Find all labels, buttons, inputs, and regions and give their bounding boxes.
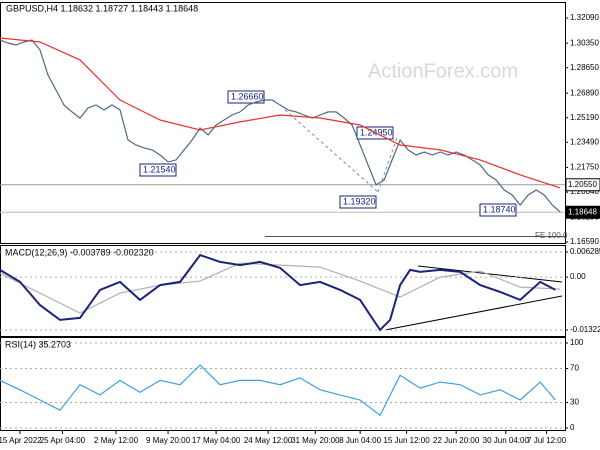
y-tick-label: 1.23490 — [570, 137, 599, 146]
y-tick-label: 30 — [570, 398, 579, 407]
x-tick-label: 15 Apr 2022 — [0, 436, 42, 445]
y-tick-label: 100 — [570, 338, 584, 347]
level-box — [565, 178, 600, 192]
y-tick-label: 1.26890 — [570, 88, 599, 97]
x-tick-label: 31 May 20:00 — [291, 436, 340, 445]
y-tick-label: 1.25190 — [570, 113, 599, 122]
price-label: 1.24950 — [360, 127, 393, 137]
fibo-line — [377, 134, 399, 193]
macd-panel — [0, 245, 566, 337]
y-tick-label: -0.013223 — [570, 325, 600, 334]
x-tick-label: 25 Apr 04:00 — [40, 436, 86, 445]
x-tick-label: 2 May 12:00 — [94, 436, 139, 445]
price-label: 1.19320 — [343, 196, 376, 206]
trendline — [417, 265, 563, 283]
x-tick-label: 17 May 04:00 — [192, 436, 241, 445]
price-label-box — [479, 203, 517, 217]
macd-title: MACD(12,26,9) -0.003789 -0.002320 — [5, 247, 154, 257]
price-label: 1.26660 — [231, 91, 264, 101]
y-tick-label: 0 — [570, 423, 575, 432]
level-label: 1.18648 — [568, 207, 597, 216]
y-tick-label: 1.21750 — [570, 163, 599, 172]
y-tick-label: 1.32090 — [570, 13, 599, 22]
series-line — [0, 37, 561, 189]
series-line — [0, 364, 556, 417]
x-tick-label: 15 Jun 12:00 — [383, 436, 430, 445]
rsi-panel — [0, 337, 566, 431]
x-tick-label: 22 Jun 20:00 — [433, 436, 480, 445]
series-line — [0, 262, 561, 314]
price-label-box — [339, 195, 377, 209]
price-label: 1.21540 — [143, 164, 176, 174]
fibo-line — [284, 109, 379, 193]
y-tick-label: 1.16590 — [570, 237, 599, 246]
y-tick-label: 70 — [570, 364, 579, 373]
series-line — [0, 253, 556, 332]
price-label-box — [227, 90, 265, 104]
y-tick-label: 1.28650 — [570, 63, 599, 72]
fe-label: FE 100.0 — [535, 231, 568, 240]
level-box — [565, 205, 600, 219]
y-tick-label: 0.00 — [570, 272, 586, 281]
y-tick-label: 0.006285 — [570, 247, 600, 256]
trendline — [384, 295, 563, 331]
x-tick-label: 9 May 20:00 — [146, 436, 191, 445]
price-label: 1.18740 — [483, 204, 516, 214]
price-panel — [0, 2, 566, 244]
y-tick-label: 1.20040 — [570, 187, 599, 196]
rsi-title: RSI(14) 35.2703 — [5, 339, 71, 349]
y-tick-label: 1.30350 — [570, 38, 599, 47]
x-tick-label: 7 Jul 12:00 — [527, 436, 567, 445]
x-tick-label: 30 Jun 04:00 — [483, 436, 530, 445]
watermark: ActionForex.com — [368, 60, 518, 82]
price-label-box — [139, 163, 177, 177]
price-title: GBPUSD,H4 1.18632 1.18727 1.18443 1.1864… — [6, 3, 198, 13]
level-label: 1.20550 — [568, 180, 597, 189]
x-tick-label: 8 Jun 04:00 — [339, 436, 381, 445]
x-tick-label: 24 May 12:00 — [244, 436, 293, 445]
